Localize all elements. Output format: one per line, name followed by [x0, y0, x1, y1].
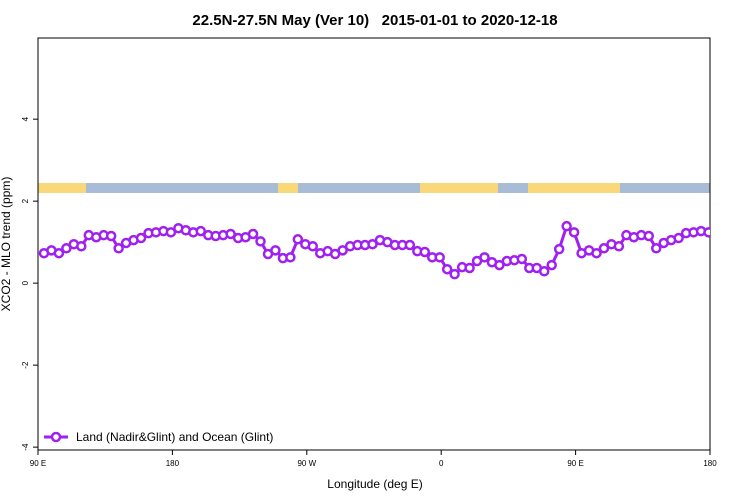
data-point — [76, 241, 87, 252]
data-point — [591, 247, 602, 259]
data-point — [105, 230, 117, 242]
x-tick-label: 0 — [439, 459, 444, 468]
data-point — [650, 243, 662, 254]
x-axis-label: Longitude (deg E) — [327, 477, 422, 491]
data-point — [113, 243, 124, 254]
data-point — [225, 228, 236, 240]
legend-label: Land (Nadir&Glint) and Ocean (Glint) — [76, 430, 273, 444]
data-point — [464, 262, 475, 274]
data-point — [285, 252, 296, 263]
data-point — [598, 243, 610, 254]
data-point — [247, 228, 259, 240]
data-point — [255, 236, 266, 247]
x-tick-label: 180 — [166, 459, 180, 468]
legend: Land (Nadir&Glint) and Ocean (Glint) — [44, 430, 273, 444]
data-point — [673, 232, 684, 244]
x-tick-label: 90 E — [30, 459, 46, 468]
data-point — [165, 227, 177, 238]
y-tick-label: -2 — [21, 361, 30, 369]
x-tick-label: 90 W — [297, 459, 316, 468]
data-point — [135, 232, 147, 244]
data-point — [553, 243, 565, 255]
data-point — [546, 259, 557, 271]
data-point — [538, 266, 550, 277]
y-axis-label: XCO2 - MLO trend (ppm) — [0, 177, 13, 312]
land-ocean-strip — [38, 183, 710, 193]
data-point — [419, 246, 431, 258]
plot-frame — [37, 37, 711, 451]
data-point — [307, 241, 319, 252]
data-point — [367, 238, 378, 250]
data-point — [479, 252, 490, 263]
data-point — [195, 225, 207, 237]
data-point — [270, 245, 281, 256]
y-tick-label: 4 — [21, 116, 30, 121]
y-tick-label: 0 — [21, 280, 30, 285]
x-tick-label: 180 — [703, 459, 717, 468]
data-point — [292, 234, 304, 245]
data-point — [449, 268, 460, 280]
data-point — [441, 263, 453, 275]
chart-title: 22.5N-27.5N May (Ver 10) 2015-01-01 to 2… — [192, 12, 557, 29]
data-point — [568, 227, 580, 238]
data-point — [561, 220, 572, 232]
data-point — [703, 227, 710, 238]
x-tick-label: 90 E — [567, 459, 583, 468]
y-tick-label: -4 — [21, 443, 30, 451]
data-point — [643, 230, 655, 242]
y-tick-label: 2 — [21, 198, 30, 203]
legend-marker — [50, 431, 62, 443]
data-point — [516, 253, 528, 265]
data-point — [613, 241, 625, 252]
data-point — [337, 245, 348, 256]
data-point — [434, 252, 445, 263]
data-point — [61, 243, 72, 254]
data-point — [494, 259, 505, 271]
plot-area — [38, 220, 710, 280]
data-point — [404, 239, 416, 251]
data-point — [53, 247, 65, 259]
